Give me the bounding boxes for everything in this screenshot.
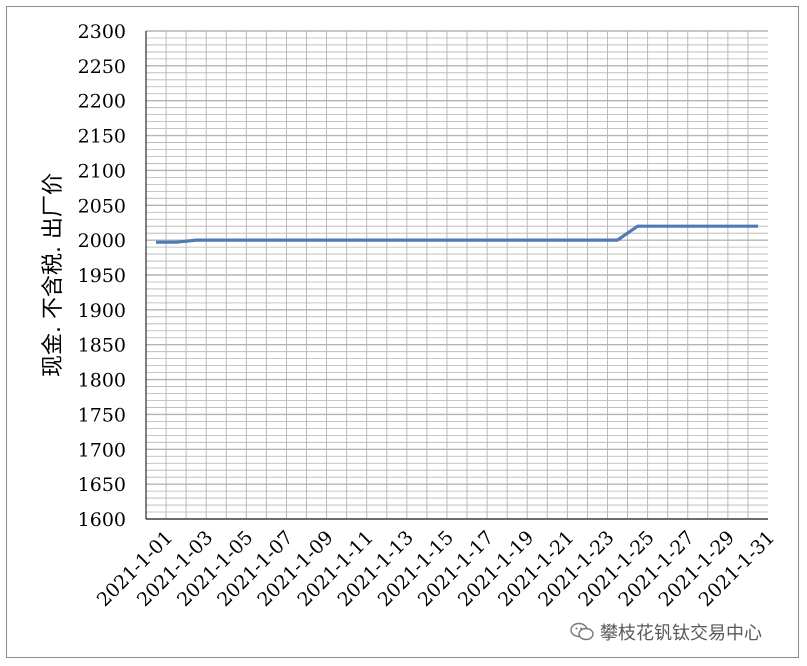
- y-tick-label: 2150: [78, 126, 126, 148]
- watermark: 攀枝花钒钛交易中心: [566, 619, 766, 645]
- y-tick-label: 2100: [78, 160, 126, 182]
- watermark-text: 攀枝花钒钛交易中心: [600, 623, 762, 644]
- y-tick-label: 1950: [78, 265, 126, 287]
- y-tick-label: 2200: [78, 91, 126, 113]
- series-layer: [156, 224, 758, 244]
- series-line: [156, 224, 758, 244]
- y-axis-label: 现金. 不含税. 出厂价: [41, 173, 66, 377]
- y-tick-label: 1600: [78, 509, 126, 531]
- y-tick-label: 2300: [78, 21, 126, 43]
- y-tick-label: 1900: [78, 300, 126, 322]
- y-tick-label: 1850: [78, 335, 126, 357]
- y-tick-label: 2050: [78, 195, 126, 217]
- tick-layer: 1600 1650 1700 1750 1800 1850 1900 1950 2000 2050…: [78, 21, 779, 611]
- grid-layer: [146, 30, 768, 520]
- axis-layer: [145, 31, 768, 520]
- y-tick-label: 1700: [78, 439, 126, 461]
- y-tick-label: 1800: [78, 370, 126, 392]
- wechat-icon: [570, 622, 594, 641]
- y-tick-label: 2250: [78, 56, 126, 78]
- y-tick-label: 1750: [78, 404, 126, 426]
- y-tick-label: 2000: [78, 230, 126, 252]
- y-tick-label: 1650: [78, 474, 126, 496]
